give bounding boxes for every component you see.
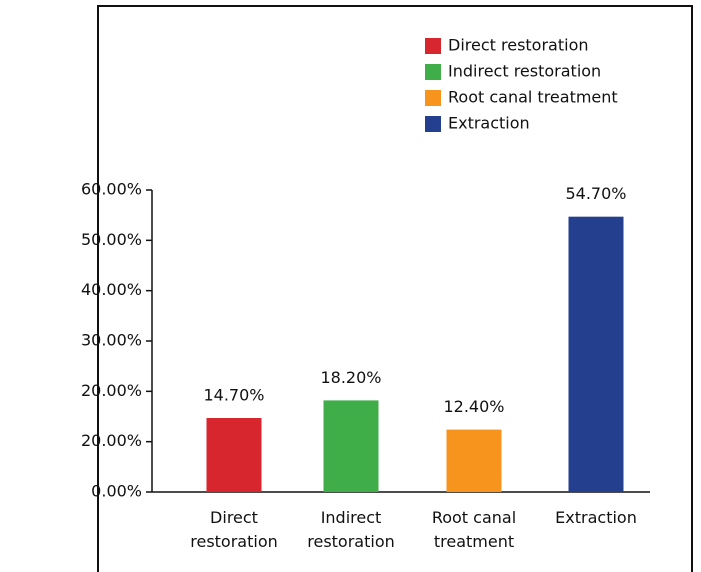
bar	[568, 216, 624, 492]
x-tick-label: Root canal treatment	[431, 508, 517, 551]
value-label: 12.40%	[443, 397, 504, 416]
y-tick-label: 0.00%	[91, 482, 142, 501]
y-tick-label: 40.00%	[81, 280, 142, 299]
frame	[97, 5, 693, 572]
bar	[323, 400, 379, 492]
x-tick-label: Direct restoration	[190, 508, 278, 551]
legend-swatch	[425, 116, 441, 132]
y-tick-label: 60.00%	[81, 180, 142, 199]
bar	[206, 418, 262, 492]
legend-swatch	[425, 90, 441, 106]
y-tick-label: 30.00%	[81, 331, 142, 350]
value-label: 18.20%	[320, 368, 381, 387]
y-tick-label: 50.00%	[81, 230, 142, 249]
legend-label: Root canal treatment	[448, 88, 618, 107]
y-tick-label: 20.00%	[81, 431, 142, 450]
legend-label: Direct restoration	[448, 36, 589, 55]
legend-label: Indirect restoration	[448, 62, 601, 81]
legend-swatch	[425, 38, 441, 54]
value-label: 14.70%	[203, 386, 264, 405]
x-tick-label: Extraction	[555, 508, 637, 527]
value-label: 54.70%	[565, 184, 626, 203]
bar	[446, 429, 502, 492]
y-tick-label: 20.00%	[81, 381, 142, 400]
x-tick-label: Indirect restoration	[307, 508, 395, 551]
legend-label: Extraction	[448, 114, 530, 133]
legend-swatch	[425, 64, 441, 80]
